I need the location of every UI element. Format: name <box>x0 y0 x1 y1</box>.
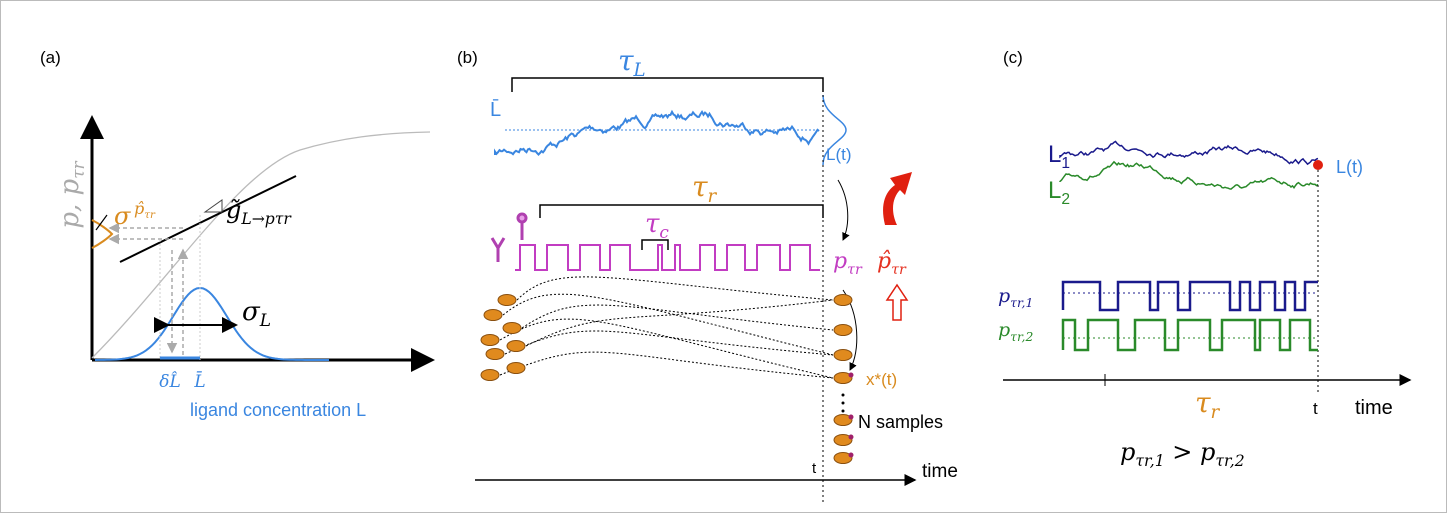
receptor-state-2 <box>1061 318 1318 352</box>
x-star: x*(t) <box>866 370 897 389</box>
molecule <box>833 294 853 306</box>
molecule <box>833 414 853 426</box>
receptor-state <box>515 244 820 271</box>
projection-arrows <box>108 222 189 355</box>
molecule <box>480 334 500 346</box>
inequality: pτr,1 > pτr,2 <box>1120 438 1245 470</box>
tau-c: τc <box>645 209 669 242</box>
ligand-distribution <box>822 94 847 166</box>
trajectory <box>516 276 834 301</box>
marker <box>848 434 854 440</box>
L2: L2 <box>1048 177 1070 208</box>
t: t <box>1313 399 1318 418</box>
L-t: L(t) <box>1336 157 1363 177</box>
p-hat: p̂τr <box>877 249 907 278</box>
p: pτr <box>833 249 863 278</box>
molecule <box>833 372 853 384</box>
molecule <box>497 294 517 306</box>
bracket <box>511 77 824 92</box>
end-point <box>1313 160 1323 170</box>
t: t <box>812 460 817 477</box>
slope-triangle <box>203 199 223 213</box>
trajectory <box>504 330 834 356</box>
time: time <box>1355 397 1393 419</box>
x-axis-label: ligand concentration L <box>190 400 366 420</box>
guide-lines <box>159 215 201 360</box>
bracket <box>641 239 669 250</box>
molecule <box>480 369 500 381</box>
trajectory <box>521 304 834 331</box>
L-t: L(t) <box>826 145 852 164</box>
L-bar: L̄ <box>490 98 501 121</box>
panel-label: (b) <box>457 48 478 67</box>
molecule <box>833 349 853 361</box>
tangent <box>119 175 297 263</box>
response-curve <box>91 131 431 359</box>
output-distribution <box>91 219 114 249</box>
ligand-distribution <box>94 286 329 361</box>
trajectory <box>499 318 834 379</box>
hollow-arrow <box>885 283 909 321</box>
bracket <box>539 204 824 218</box>
red-arrow <box>883 172 912 225</box>
marker <box>848 414 854 420</box>
delta-L-hat: δL̂ <box>159 372 181 392</box>
p1: pτr,1 <box>998 285 1033 310</box>
tau-L: τL <box>618 44 646 81</box>
molecule <box>833 324 853 336</box>
L1: L1 <box>1048 141 1070 172</box>
ellipsis <box>841 393 845 413</box>
molecule <box>506 340 526 352</box>
p2: pτr,2 <box>998 319 1033 344</box>
L1-trace <box>1059 140 1319 166</box>
marker <box>848 452 854 458</box>
n-samples: N samples <box>858 412 943 432</box>
L-bar: L̄ <box>193 370 205 392</box>
flow-arrow <box>837 179 850 241</box>
receptor-state-1 <box>1061 280 1318 312</box>
ligand-trace <box>494 109 820 156</box>
panel-label: (a) <box>40 48 61 67</box>
molecules <box>480 276 854 464</box>
molecule <box>833 452 853 464</box>
molecule <box>833 434 853 446</box>
tau-r: τr <box>1195 386 1221 423</box>
sigma-L: σL <box>242 297 271 330</box>
molecule <box>506 362 526 374</box>
receptor-icons <box>490 212 528 262</box>
trajectory <box>502 293 834 356</box>
y-axis-label: p, pτr <box>55 160 88 228</box>
molecule <box>485 348 505 360</box>
marker <box>848 372 854 378</box>
molecule <box>502 322 522 334</box>
sigma: σ <box>114 202 131 230</box>
p-hat: p̂τr <box>134 199 156 221</box>
time: time <box>922 461 958 482</box>
tau-r: τr <box>692 170 718 207</box>
trajectory <box>499 351 834 379</box>
L2-trace <box>1059 160 1319 190</box>
molecule <box>483 309 503 321</box>
trajectory <box>525 299 834 347</box>
sigma-pointer <box>95 214 108 231</box>
panel-label: (c) <box>1003 48 1023 67</box>
gain: g̃L→pτr <box>226 196 292 228</box>
